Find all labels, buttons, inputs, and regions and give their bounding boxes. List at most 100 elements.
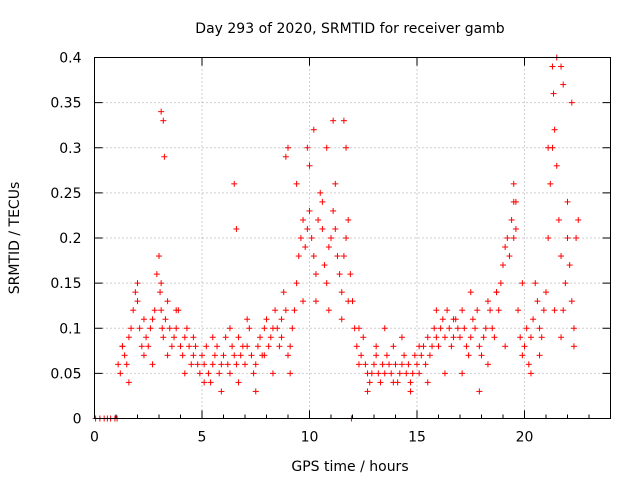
data-point: [358, 352, 365, 359]
data-point: [295, 253, 302, 260]
grid: [94, 57, 611, 419]
data-point: [282, 307, 289, 314]
data-point: [310, 126, 317, 133]
data-point: [321, 262, 328, 269]
data-point: [463, 343, 470, 350]
data-point: [332, 225, 339, 232]
data-point: [123, 361, 130, 368]
data-point: [525, 361, 532, 368]
data-point: [207, 379, 214, 386]
data-point: [117, 370, 124, 377]
data-point: [450, 334, 457, 341]
data-point: [547, 180, 554, 187]
data-point: [538, 334, 545, 341]
data-point: [502, 244, 509, 251]
data-point: [527, 334, 534, 341]
data-point: [429, 343, 436, 350]
data-point: [476, 388, 483, 395]
data-point: [261, 325, 268, 332]
data-point: [140, 352, 147, 359]
data-point: [362, 361, 369, 368]
y-axis-label: SRMTID / TECUs: [7, 182, 23, 295]
data-point: [386, 361, 393, 368]
data-point: [459, 370, 466, 377]
data-point: [257, 334, 264, 341]
data-point: [334, 253, 341, 260]
data-point: [340, 253, 347, 260]
data-point: [534, 298, 541, 305]
data-point: [134, 298, 141, 305]
data-point: [319, 225, 326, 232]
data-point: [510, 180, 517, 187]
data-point: [521, 343, 528, 350]
data-point: [149, 361, 156, 368]
data-point: [373, 343, 380, 350]
data-point: [560, 307, 567, 314]
data-point: [222, 334, 229, 341]
data-point: [560, 81, 567, 88]
data-point: [347, 271, 354, 278]
data-point: [177, 343, 184, 350]
data-point: [209, 334, 216, 341]
x-tick-label: 10: [301, 430, 319, 446]
data-point: [566, 262, 573, 269]
data-point: [355, 361, 362, 368]
data-point: [398, 361, 405, 368]
data-point: [252, 388, 259, 395]
data-point: [467, 334, 474, 341]
data-point: [265, 343, 272, 350]
data-point: [457, 334, 463, 341]
data-point: [218, 388, 225, 395]
data-point: [536, 352, 543, 359]
data-point: [244, 343, 251, 350]
data-point: [401, 352, 408, 359]
data-point: [355, 325, 362, 332]
data-point: [517, 334, 524, 341]
data-point: [444, 307, 451, 314]
data-point: [435, 343, 442, 350]
data-point: [220, 352, 227, 359]
data-point: [138, 343, 145, 350]
data-point: [235, 379, 242, 386]
data-point: [570, 343, 577, 350]
data-point: [274, 325, 281, 332]
data-point: [487, 307, 494, 314]
data-point: [368, 370, 375, 377]
data-point: [248, 352, 255, 359]
data-point: [153, 271, 160, 278]
data-point: [383, 352, 390, 359]
data-point: [231, 180, 238, 187]
data-point: [164, 298, 171, 305]
data-point: [201, 361, 208, 368]
data-point: [125, 334, 132, 341]
data-point: [340, 117, 347, 124]
data-point: [229, 343, 236, 350]
data-point: [345, 298, 352, 305]
data-point: [469, 316, 476, 323]
data-point: [515, 307, 522, 314]
data-point: [201, 379, 208, 386]
y-tick-label: 0.4: [59, 51, 81, 67]
data-point: [364, 388, 371, 395]
data-point: [484, 298, 491, 305]
data-point: [289, 325, 296, 332]
data-point: [173, 325, 180, 332]
data-point: [158, 108, 165, 115]
data-point: [379, 361, 386, 368]
data-point: [233, 225, 240, 232]
data-point: [140, 316, 147, 323]
data-point: [328, 235, 334, 241]
data-point: [269, 370, 276, 377]
data-point: [459, 307, 466, 314]
data-point: [143, 334, 150, 341]
data-point: [366, 379, 373, 386]
data-point: [360, 334, 367, 341]
data-point: [414, 361, 420, 368]
data-point: [553, 162, 560, 169]
data-point: [186, 343, 193, 350]
data-point: [209, 361, 216, 368]
data-point: [293, 280, 300, 287]
data-point: [147, 325, 154, 332]
data-point: [491, 334, 498, 341]
data-point: [467, 289, 474, 296]
